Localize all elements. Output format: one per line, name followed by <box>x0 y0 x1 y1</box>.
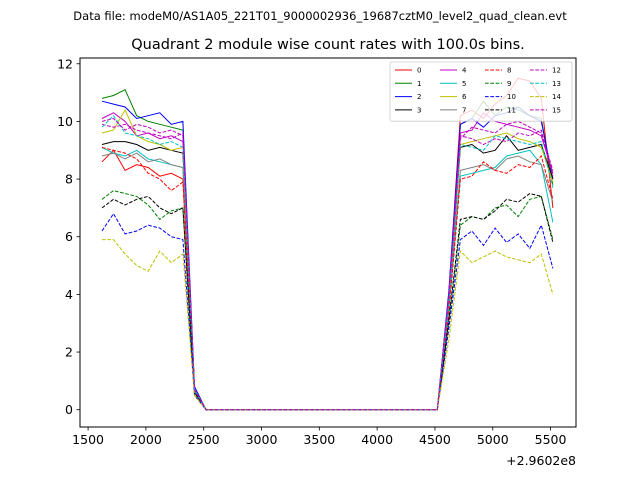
x-tick-label: 5000 <box>477 432 509 447</box>
axes-frame <box>79 57 577 428</box>
x-tick-label: 2000 <box>130 432 162 447</box>
y-tick-label: 4 <box>65 287 73 302</box>
legend-label-15: 15 <box>552 106 561 114</box>
legend-label-13: 13 <box>552 80 561 88</box>
y-tick-label: 2 <box>65 345 73 360</box>
legend-label-4: 4 <box>462 67 467 75</box>
legend-label-9: 9 <box>507 80 511 88</box>
x-tick-label: 2500 <box>188 432 220 447</box>
chart-title: Quadrant 2 module wise count rates with … <box>131 37 525 53</box>
x-axis: 1500 2000 2500 3000 3500 4000 4500 5000 5500 <box>72 427 567 447</box>
legend-label-12: 12 <box>552 67 561 75</box>
y-tick-label: 8 <box>65 172 73 187</box>
legend-label-0: 0 <box>417 67 421 75</box>
x-tick-label: 5500 <box>535 432 567 447</box>
legend-label-11: 11 <box>507 106 516 114</box>
y-tick-label: 0 <box>65 402 73 417</box>
x-tick-label: 1500 <box>72 432 104 447</box>
legend-label-10: 10 <box>507 93 516 101</box>
x-tick-label: 3500 <box>303 432 335 447</box>
legend-box <box>389 61 573 122</box>
legend-label-6: 6 <box>462 93 467 101</box>
y-tick-label: 10 <box>57 114 73 129</box>
x-tick-label: 3000 <box>246 432 278 447</box>
legend-label-1: 1 <box>417 80 421 88</box>
series-line-15 <box>101 117 554 411</box>
y-axis: 0 2 4 6 8 10 12 <box>57 56 80 417</box>
legend-label-14: 14 <box>552 93 561 101</box>
y-tick-label: 12 <box>57 56 73 71</box>
figure-suptitle: Data file: modeM0/AS1A05_221T01_90000029… <box>73 9 567 23</box>
plot-area <box>101 77 554 411</box>
x-tick-label: 4000 <box>361 432 393 447</box>
legend-label-3: 3 <box>417 106 421 114</box>
x-tick-label: 4500 <box>419 432 451 447</box>
legend-label-8: 8 <box>507 67 511 75</box>
legend-label-2: 2 <box>417 93 421 101</box>
x-offset-label: +2.9602e8 <box>506 453 576 468</box>
legend-label-7: 7 <box>462 106 466 114</box>
legend-label-5: 5 <box>462 80 466 88</box>
y-tick-label: 6 <box>65 229 73 244</box>
